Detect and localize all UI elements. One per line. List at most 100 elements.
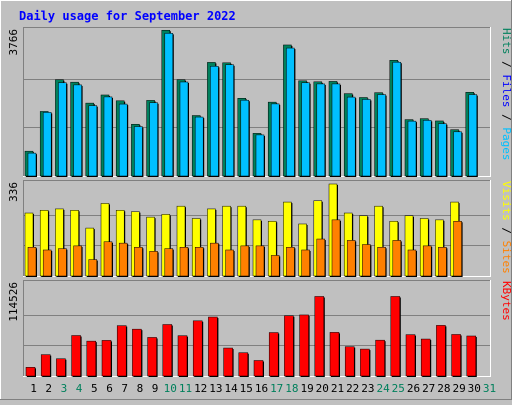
day-label: 15 — [240, 382, 253, 395]
bar-files-day-24 — [377, 94, 386, 177]
day-label: 30 — [468, 382, 481, 395]
bar-sites-day-9 — [149, 251, 158, 277]
day-label: 5 — [91, 382, 98, 395]
bar-sites-day-18 — [286, 247, 295, 277]
day-label: 26 — [407, 382, 420, 395]
day-label: 31 — [483, 382, 496, 395]
panel-kbytes-max-label: 114526 — [7, 282, 20, 322]
bar-sites-day-21 — [331, 219, 341, 277]
bar-files-day-21 — [331, 83, 341, 177]
day-label: 7 — [121, 382, 128, 395]
bar-kbytes-day-14 — [223, 347, 233, 377]
day-label: 17 — [270, 382, 283, 395]
panel-visits-sites-series-label: Visits / Sites — [500, 181, 512, 274]
bar-sites-day-17 — [270, 255, 280, 277]
day-label: 28 — [437, 382, 450, 395]
bar-sites-day-29 — [453, 220, 462, 277]
bar-sites-day-26 — [407, 249, 417, 277]
series-label-part: / — [500, 108, 512, 128]
bar-files-day-29 — [453, 131, 462, 177]
bar-sites-day-8 — [134, 247, 143, 277]
bar-kbytes-day-15 — [238, 352, 249, 377]
day-label: 4 — [76, 382, 83, 395]
day-label: 23 — [361, 382, 374, 395]
bar-sites-day-12 — [194, 247, 204, 277]
day-label: 11 — [179, 382, 192, 395]
day-label: 29 — [452, 382, 465, 395]
day-label: 10 — [164, 382, 177, 395]
bar-sites-day-22 — [346, 240, 356, 277]
bar-files-day-7 — [118, 103, 128, 177]
bar-kbytes-day-2 — [40, 354, 51, 377]
panel-visits-sites-max-label: 336 — [7, 182, 20, 202]
bar-files-day-27 — [422, 120, 432, 177]
bar-files-day-20 — [316, 83, 326, 177]
panel-hits-files-max-label: 3766 — [7, 29, 20, 56]
bar-files-day-28 — [438, 123, 447, 177]
day-label: 8 — [137, 382, 144, 395]
bar-files-day-25 — [392, 61, 402, 177]
bar-kbytes-day-30 — [466, 335, 477, 377]
bar-kbytes-day-25 — [390, 296, 401, 377]
bar-kbytes-day-11 — [177, 335, 188, 377]
bar-kbytes-day-23 — [360, 348, 370, 377]
bar-sites-day-1 — [27, 247, 37, 277]
series-label-part: Pages — [500, 127, 512, 160]
day-label: 24 — [376, 382, 390, 395]
bar-sites-day-20 — [316, 238, 326, 277]
day-label: 12 — [194, 382, 207, 395]
bar-files-day-10 — [164, 33, 174, 177]
bar-kbytes-day-9 — [147, 337, 157, 377]
bar-files-day-15 — [240, 99, 250, 177]
bar-kbytes-day-8 — [132, 328, 142, 377]
panel-visits-sites-bars — [24, 183, 463, 277]
bar-files-day-12 — [194, 116, 204, 177]
bar-kbytes-day-3 — [56, 358, 66, 377]
day-label: 18 — [285, 382, 298, 395]
bar-kbytes-day-5 — [86, 340, 97, 377]
bar-files-day-1 — [27, 152, 37, 177]
series-label-part: / — [500, 221, 512, 241]
bar-files-day-22 — [346, 96, 356, 177]
bar-kbytes-day-17 — [268, 332, 279, 377]
day-label: 16 — [255, 382, 268, 395]
bar-kbytes-day-1 — [25, 367, 36, 377]
bar-kbytes-day-10 — [162, 324, 173, 377]
chart-panels: 3766 Hits / Files / Pages 336 Visits / Site… — [7, 27, 512, 377]
bar-kbytes-day-20 — [314, 296, 325, 377]
panel-visits-sites: 336 Visits / Sites — [7, 180, 512, 277]
bar-sites-day-3 — [58, 248, 67, 277]
bar-files-day-9 — [149, 102, 158, 177]
bar-files-day-19 — [301, 82, 310, 177]
bar-sites-day-15 — [240, 245, 250, 277]
bar-kbytes-day-26 — [405, 334, 416, 377]
bar-files-day-4 — [73, 84, 82, 177]
bar-sites-day-25 — [392, 240, 402, 277]
bar-files-day-14 — [225, 64, 234, 177]
series-label-part: / — [500, 55, 512, 75]
panel-hits-files-bars — [24, 29, 478, 178]
bar-files-day-6 — [103, 96, 113, 177]
bar-kbytes-day-6 — [101, 340, 112, 377]
day-label: 2 — [45, 382, 52, 395]
day-label: 9 — [152, 382, 159, 395]
bar-sites-day-19 — [301, 249, 310, 277]
bar-kbytes-day-4 — [71, 335, 81, 377]
panel-hits-files-series-label: Hits / Files / Pages — [500, 28, 512, 161]
day-label: 3 — [61, 382, 68, 395]
day-label: 13 — [209, 382, 222, 395]
bar-kbytes-day-24 — [375, 339, 385, 377]
bar-sites-day-14 — [225, 249, 234, 277]
series-label-part: Files — [500, 74, 512, 107]
bar-kbytes-day-21 — [329, 332, 340, 377]
bar-kbytes-day-16 — [253, 360, 264, 377]
bar-sites-day-7 — [118, 242, 128, 277]
day-label: 27 — [422, 382, 435, 395]
bar-files-day-3 — [58, 82, 67, 177]
bar-sites-day-4 — [73, 245, 82, 277]
panel-kbytes-series-label: KBytes — [500, 281, 512, 321]
bar-sites-day-27 — [422, 245, 432, 277]
bar-files-day-30 — [468, 94, 478, 177]
